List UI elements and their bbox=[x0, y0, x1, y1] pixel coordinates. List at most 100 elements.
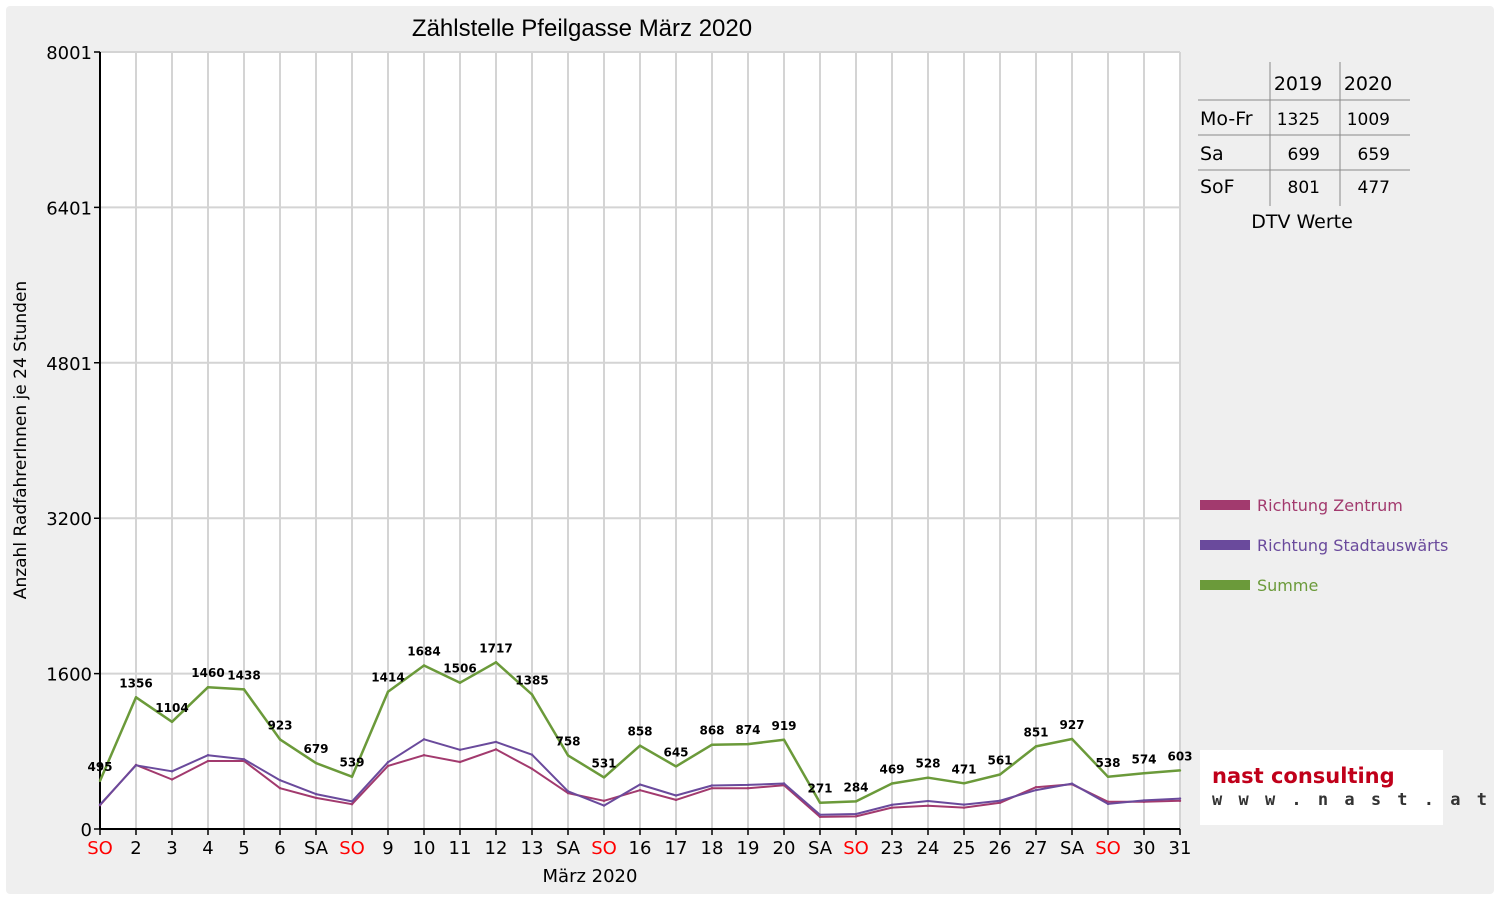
data-point bbox=[926, 799, 930, 803]
data-point bbox=[638, 788, 642, 792]
data-point bbox=[206, 753, 210, 757]
data-point bbox=[134, 696, 138, 699]
x-tick-label: 25 bbox=[953, 838, 976, 859]
data-point bbox=[746, 787, 750, 790]
data-point bbox=[1070, 737, 1074, 741]
x-tick-label: 6 bbox=[274, 838, 285, 859]
data-point bbox=[98, 779, 102, 783]
data-point bbox=[458, 748, 462, 751]
data-point bbox=[782, 738, 786, 741]
x-tick-label: SO bbox=[1095, 838, 1121, 859]
x-tick-label: 2 bbox=[130, 838, 141, 859]
data-point bbox=[854, 815, 858, 818]
data-point bbox=[926, 776, 930, 779]
data-point bbox=[746, 783, 750, 787]
data-point bbox=[242, 688, 246, 691]
data-label: 868 bbox=[699, 724, 724, 738]
x-tick-label: SO bbox=[591, 838, 617, 859]
data-point bbox=[998, 773, 1002, 776]
data-point bbox=[962, 782, 966, 785]
data-point bbox=[602, 799, 606, 803]
data-label: 1684 bbox=[407, 644, 440, 658]
y-axis-label: Anzahl RadfahrerInnen je 24 Stunden bbox=[11, 281, 31, 599]
data-point bbox=[314, 761, 318, 765]
data-point bbox=[782, 782, 786, 785]
data-label: 538 bbox=[1095, 756, 1120, 770]
data-point bbox=[998, 799, 1002, 802]
dtv-row-label: SoF bbox=[1200, 176, 1235, 198]
data-point bbox=[206, 759, 210, 763]
data-point bbox=[350, 803, 354, 806]
data-label: 528 bbox=[915, 757, 940, 771]
data-point bbox=[1178, 799, 1182, 803]
data-point bbox=[458, 760, 462, 764]
data-label: 851 bbox=[1023, 725, 1048, 739]
data-point bbox=[1106, 802, 1110, 806]
data-label: 858 bbox=[627, 725, 652, 739]
data-point bbox=[170, 720, 174, 723]
data-point bbox=[314, 792, 318, 796]
data-point bbox=[674, 765, 678, 768]
x-tick-label: 13 bbox=[521, 838, 544, 859]
data-point bbox=[818, 815, 822, 819]
y-tick-label: 6401 bbox=[46, 198, 92, 219]
logo-url: w w w . n a s t . a t bbox=[1212, 790, 1490, 810]
data-point bbox=[962, 803, 966, 806]
data-label: 1356 bbox=[119, 676, 152, 690]
data-point bbox=[422, 738, 426, 741]
data-point bbox=[1178, 797, 1182, 800]
data-point bbox=[638, 783, 642, 786]
x-tick-label: 18 bbox=[701, 838, 724, 859]
dtv-header-2019: 2019 bbox=[1274, 73, 1322, 95]
x-tick-label: 17 bbox=[665, 838, 688, 859]
data-point bbox=[602, 776, 606, 779]
x-tick-label: SO bbox=[339, 838, 365, 859]
data-label: 1506 bbox=[443, 662, 476, 676]
data-point bbox=[350, 775, 354, 778]
x-tick-label: 11 bbox=[449, 838, 472, 859]
data-point bbox=[566, 790, 570, 793]
data-point bbox=[890, 782, 894, 785]
data-label: 923 bbox=[267, 718, 292, 732]
y-tick-label: 0 bbox=[81, 820, 92, 841]
y-tick-label: 1600 bbox=[46, 665, 92, 686]
data-point bbox=[98, 803, 102, 806]
data-point bbox=[1070, 782, 1074, 785]
legend-label-zentrum: Richtung Zentrum bbox=[1257, 496, 1403, 515]
data-point bbox=[962, 806, 966, 809]
x-tick-label: 30 bbox=[1133, 838, 1156, 859]
x-tick-label: 23 bbox=[881, 838, 904, 859]
data-point bbox=[422, 664, 426, 667]
x-tick-label: 4 bbox=[202, 838, 213, 859]
data-point bbox=[566, 754, 570, 757]
logo-name: nast consulting bbox=[1212, 764, 1395, 788]
data-point bbox=[710, 784, 714, 787]
data-point bbox=[530, 767, 534, 770]
data-label: 561 bbox=[987, 754, 1012, 768]
data-point bbox=[494, 740, 498, 744]
data-point bbox=[1142, 772, 1146, 775]
data-point bbox=[710, 743, 714, 746]
data-point bbox=[494, 661, 498, 664]
data-point bbox=[854, 812, 858, 816]
data-point bbox=[278, 787, 282, 790]
data-point bbox=[278, 738, 282, 741]
data-label: 1385 bbox=[515, 673, 548, 687]
legend-swatch-zentrum bbox=[1200, 500, 1250, 510]
legend-swatch-stadtauswaerts bbox=[1200, 540, 1250, 550]
data-label: 927 bbox=[1059, 718, 1084, 732]
data-point bbox=[1034, 788, 1038, 792]
series-lines bbox=[98, 661, 1182, 819]
data-point bbox=[818, 813, 822, 817]
data-label: 1438 bbox=[227, 668, 260, 682]
legend-swatch-summe bbox=[1200, 580, 1250, 590]
data-point bbox=[530, 753, 534, 756]
x-tick-label: 31 bbox=[1169, 838, 1192, 859]
y-tick-label: 8001 bbox=[46, 43, 92, 64]
x-tick-label: SA bbox=[304, 838, 329, 859]
x-tick-label: 16 bbox=[629, 838, 652, 859]
data-point bbox=[926, 804, 930, 807]
data-point bbox=[494, 748, 498, 751]
dtv-cell: 1009 bbox=[1347, 110, 1390, 130]
